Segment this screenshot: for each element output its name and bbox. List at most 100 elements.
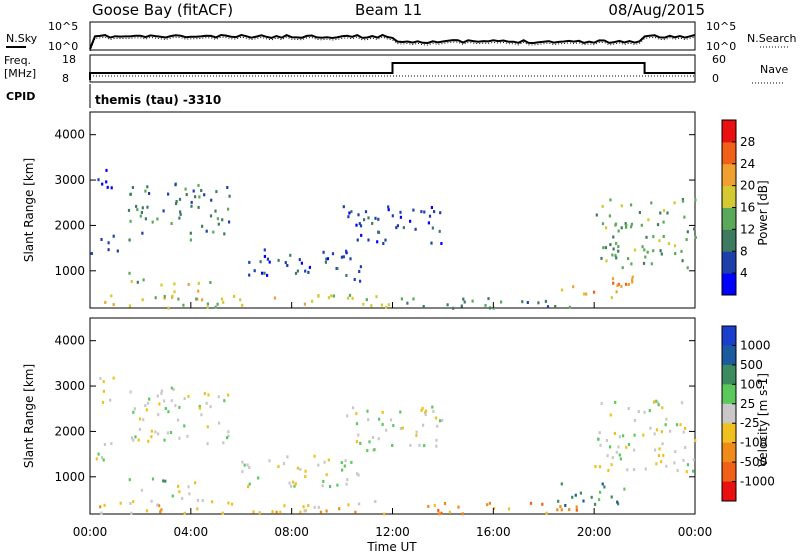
scatter-cell [391, 444, 394, 447]
scatter-cell [290, 484, 293, 488]
scatter-cell [359, 279, 362, 283]
scatter-cell [112, 303, 115, 307]
scatter-cell [614, 253, 617, 257]
scatter-cell [170, 399, 173, 403]
velocity-data-marks [95, 376, 697, 516]
scatter-cell [659, 211, 662, 215]
scatter-cell [642, 433, 645, 437]
scatter-cell [359, 224, 363, 228]
scatter-cell [621, 266, 624, 270]
scatter-cell [601, 482, 604, 486]
scatter-cell [107, 248, 110, 252]
scatter-cell [129, 501, 132, 505]
scatter-cell [373, 448, 376, 452]
scatter-cell [141, 298, 144, 302]
scatter-cell [662, 220, 665, 224]
scatter-cell [557, 499, 560, 503]
scatter-cell [129, 390, 132, 394]
scatter-cell [210, 198, 213, 202]
scatter-cell [602, 246, 605, 250]
scatter-cell [623, 487, 626, 491]
scatter-cell [174, 183, 177, 187]
scatter-cell [614, 400, 617, 404]
scatter-cell [633, 419, 636, 422]
scatter-cell [90, 252, 93, 255]
scatter-cell [610, 495, 613, 499]
scatter-cell [556, 508, 559, 512]
scatter-cell [357, 213, 360, 217]
scatter-cell [189, 231, 192, 235]
scatter-cell [186, 434, 189, 438]
scatter-cell [266, 273, 269, 277]
scatter-cell [239, 298, 242, 302]
scatter-cell [399, 215, 402, 219]
scatter-cell [289, 253, 292, 257]
scatter-cell [568, 305, 571, 309]
scatter-cell [214, 305, 217, 309]
scatter-cell [179, 210, 182, 214]
x-tick-label: 00:00 [678, 525, 713, 539]
scatter-cell [380, 303, 383, 307]
scatter-cell [363, 218, 366, 222]
scatter-cell [201, 224, 204, 228]
colorbar-tick-label: 25 [740, 397, 755, 411]
colorbar-tick-label: 24 [740, 157, 755, 171]
scatter-cell [223, 232, 226, 236]
scatter-cell [263, 271, 266, 275]
scatter-cell [207, 393, 210, 397]
scatter-cell [105, 168, 108, 172]
scatter-cell [145, 509, 149, 513]
y-tick-label: 3000 [54, 173, 85, 187]
scatter-cell [303, 302, 306, 306]
scatter-cell [216, 217, 219, 221]
scatter-cell [147, 401, 150, 405]
scatter-cell [177, 297, 180, 301]
scatter-cell [128, 304, 131, 308]
scatter-cell [633, 248, 637, 252]
scatter-cell [160, 391, 163, 395]
scatter-cell [350, 210, 353, 214]
scatter-cell [399, 410, 402, 414]
scatter-cell [685, 238, 688, 241]
freq-tick-top: 18 [62, 53, 76, 66]
scatter-cell [170, 386, 173, 390]
scatter-cell [572, 285, 575, 289]
scatter-cell [435, 438, 438, 442]
scatter-cell [227, 434, 230, 438]
scatter-cell [209, 214, 213, 218]
scatter-cell [311, 299, 314, 303]
scatter-cell [129, 192, 132, 196]
colorbar-segment [722, 481, 736, 502]
scatter-cell [595, 213, 598, 217]
scatter-cell [673, 201, 676, 205]
scatter-cell [167, 410, 170, 414]
scatter-cell [646, 250, 649, 254]
scatter-cell [611, 456, 614, 460]
colorbar-segment [722, 345, 736, 366]
scatter-cell [183, 397, 186, 401]
velocity-y-axis-label: Slant Range [km] [22, 364, 36, 468]
scatter-cell [418, 443, 421, 447]
scatter-cell [286, 455, 289, 459]
scatter-cell [342, 255, 345, 259]
scatter-cell [694, 198, 697, 202]
noise-right-label: N.Search [747, 32, 797, 45]
frequency-line [89, 62, 695, 80]
noise-search-line [89, 36, 696, 52]
scatter-cell [599, 490, 602, 494]
scatter-cell [100, 238, 103, 241]
scatter-cell [227, 393, 230, 397]
scatter-cell [694, 439, 697, 443]
scatter-cell [263, 248, 266, 252]
scatter-cell [132, 500, 135, 504]
scatter-cell [440, 511, 443, 515]
scatter-cell [675, 423, 679, 427]
scatter-cell [358, 270, 361, 273]
scatter-cell [674, 450, 677, 454]
scatter-cell [223, 399, 226, 403]
scatter-cell [141, 231, 144, 235]
scatter-cell [189, 238, 192, 242]
scatter-cell [347, 503, 350, 507]
x-tick-label: 20:00 [577, 525, 612, 539]
scatter-cell [284, 261, 287, 265]
